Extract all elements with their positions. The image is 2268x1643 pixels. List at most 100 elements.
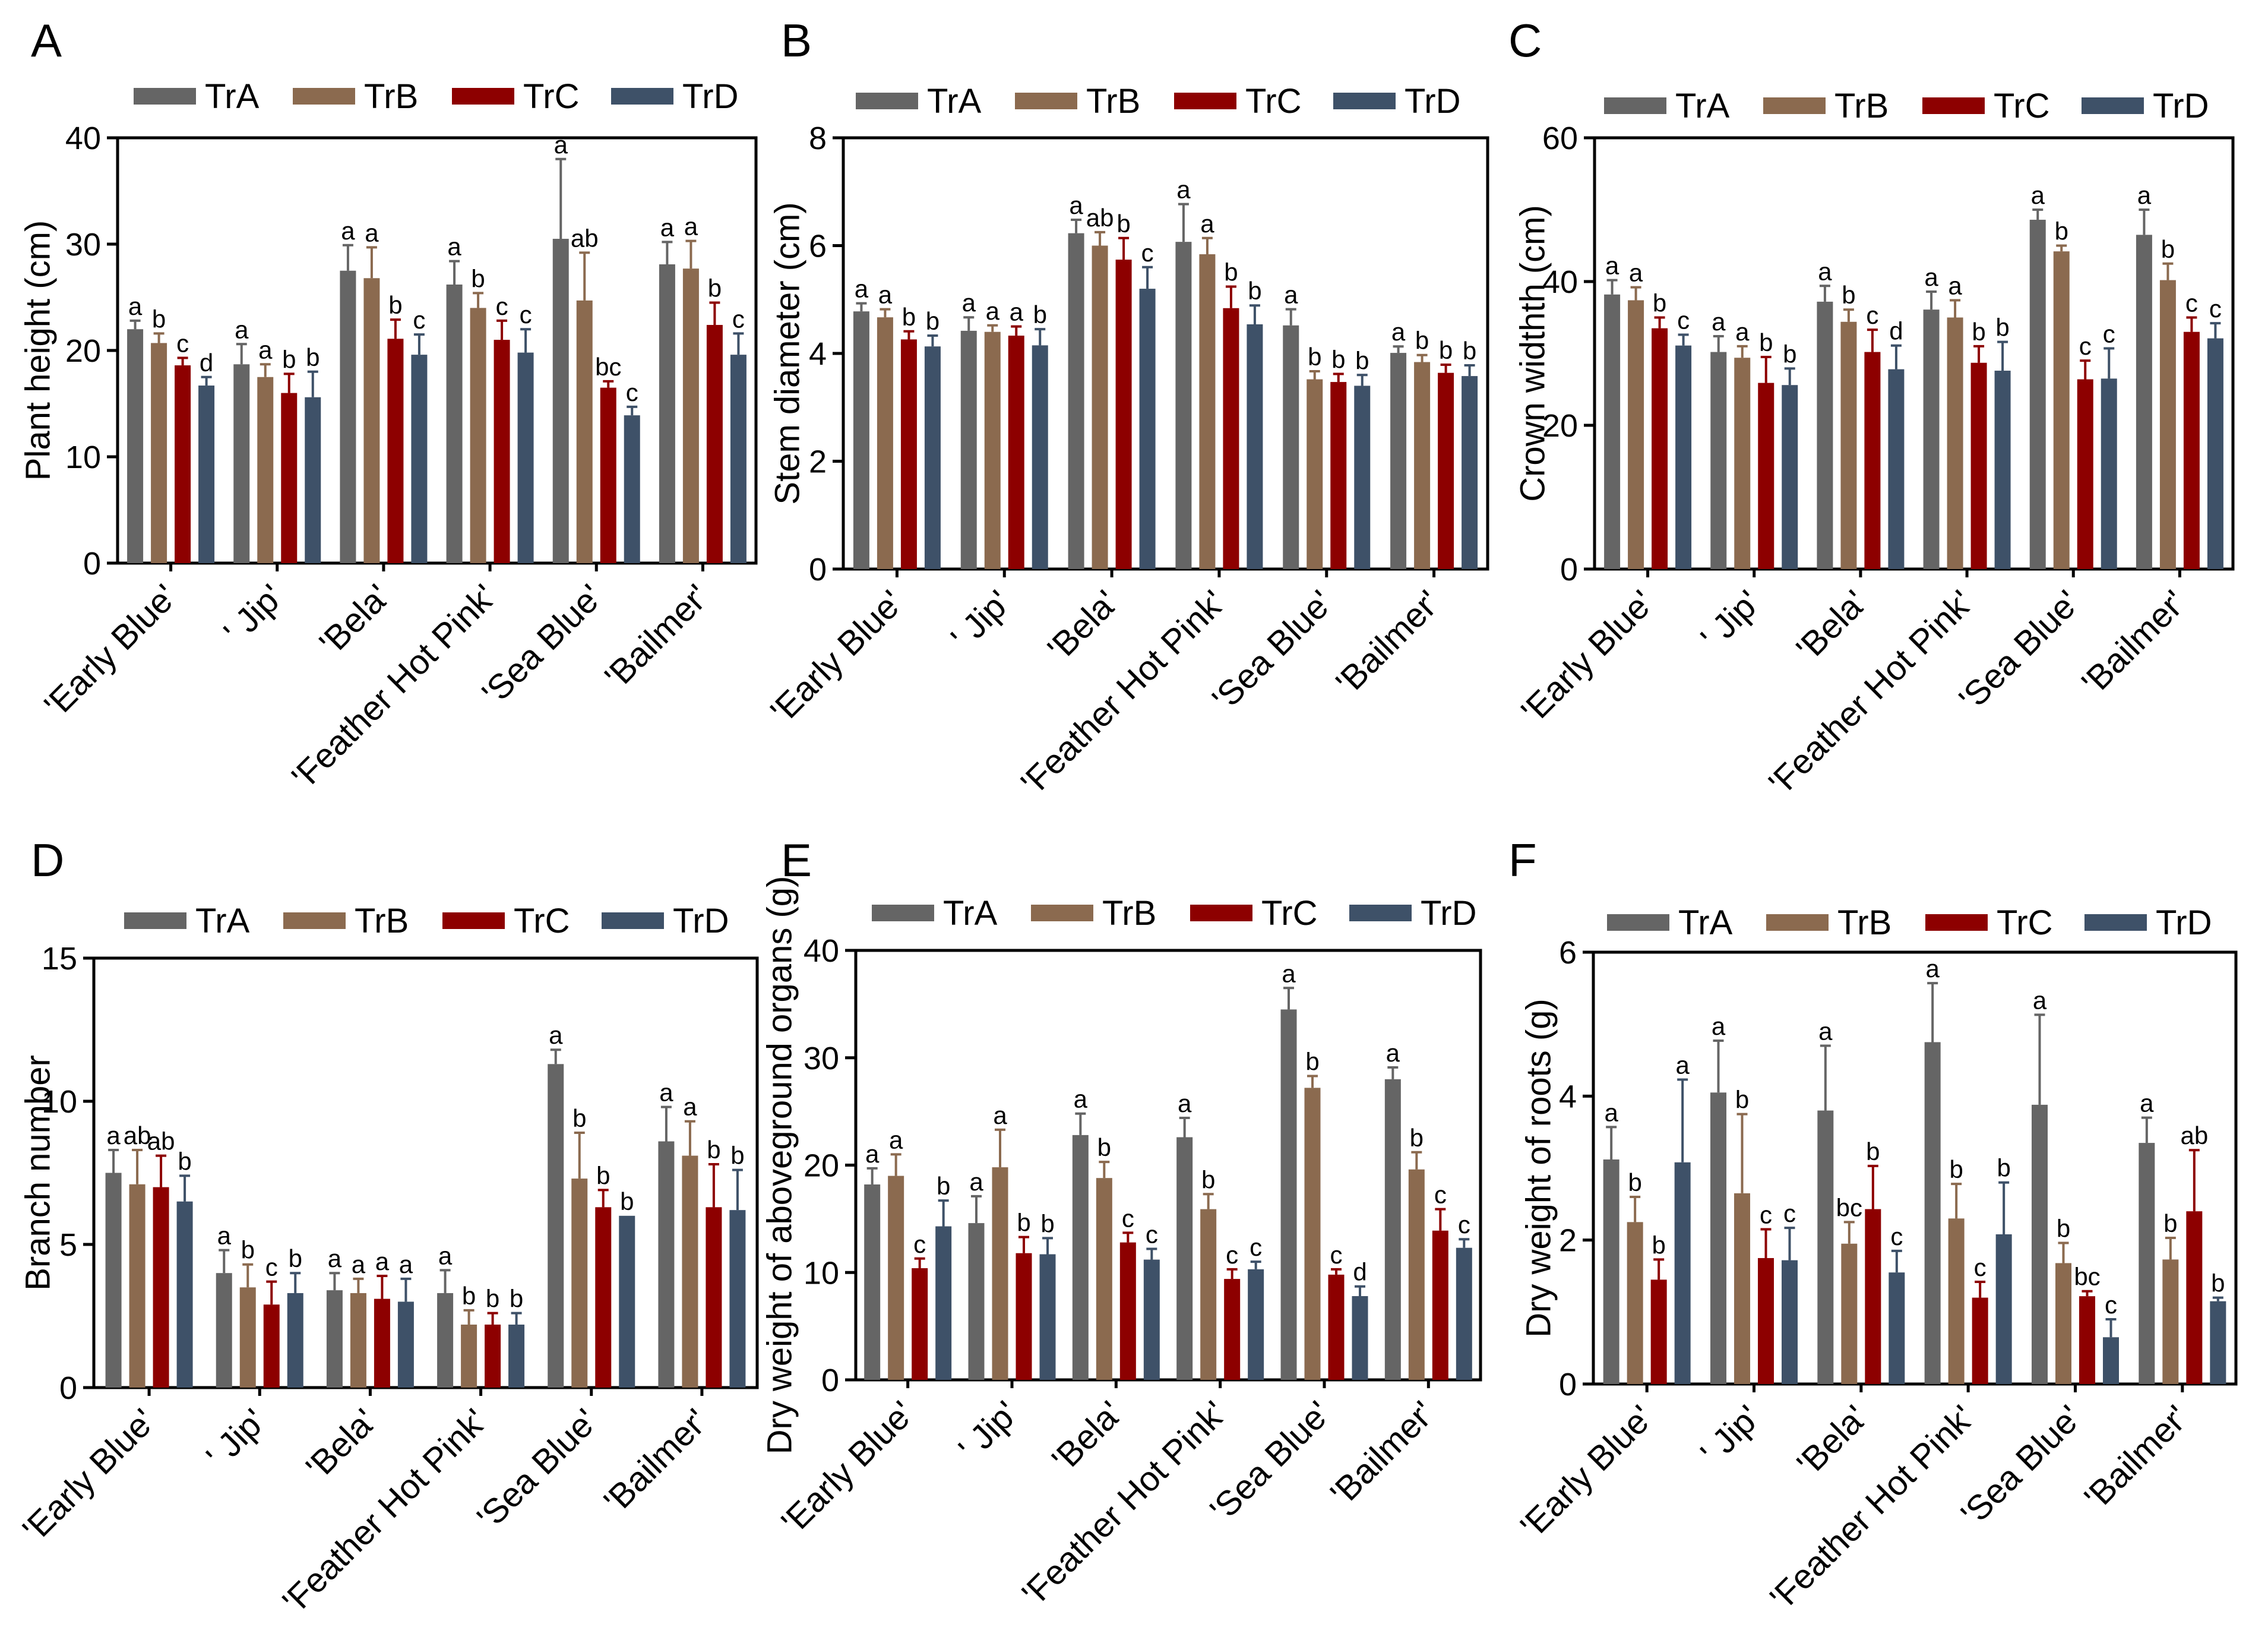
x-category-label: 'Feather Hot Pink' <box>275 1401 494 1620</box>
x-category-label: 'Early Blue' <box>1513 1398 1661 1546</box>
significance-letter: b <box>1995 314 2009 342</box>
y-tick-label: 40 <box>804 933 839 969</box>
bar-TrD <box>2207 338 2223 569</box>
significance-letter: a <box>438 1241 453 1269</box>
bar-TrA <box>326 1290 343 1388</box>
significance-letter: c <box>265 1253 278 1281</box>
x-category-label: 'Bailmer' <box>1328 583 1448 702</box>
significance-letter: b <box>2161 235 2175 263</box>
significance-letter: a <box>889 1126 903 1154</box>
significance-letter: a <box>1178 1089 1192 1117</box>
bar-TrB <box>877 317 893 569</box>
bar-TrB <box>1734 358 1751 569</box>
significance-letter: ab <box>571 224 599 252</box>
significance-letter: a <box>1176 176 1191 204</box>
legend-label: TrA <box>943 894 998 933</box>
significance-letter: c <box>1974 1253 1987 1281</box>
bar-TrB <box>129 1184 145 1388</box>
significance-letter: b <box>486 1285 499 1313</box>
significance-letter: a <box>365 219 379 247</box>
bar-TrD <box>2210 1301 2226 1384</box>
bar-TrB <box>257 377 274 563</box>
bar-TrB <box>571 1178 588 1388</box>
bar-TrA <box>1710 352 1727 569</box>
bar-TrA <box>1923 309 1940 569</box>
bar-TrD <box>619 1215 635 1388</box>
bar-TrD <box>1782 1260 1798 1384</box>
bar-TrC <box>1865 1209 1881 1384</box>
bar-TrB <box>2055 1263 2071 1384</box>
bar-TrD <box>1354 386 1371 569</box>
bar-TrC <box>1119 1242 1136 1380</box>
bar-TrD <box>1462 376 1478 569</box>
bar-TrA <box>1176 1137 1193 1380</box>
bar-TrD <box>1247 324 1263 569</box>
x-category-label: ' Jip' <box>951 1394 1026 1468</box>
legend-label: TrC <box>523 77 579 116</box>
bar-TrB <box>1307 379 1323 569</box>
bar-TrC <box>900 339 917 569</box>
bar-TrC <box>600 387 616 563</box>
legend-swatch <box>283 912 346 929</box>
x-category-label: 'Feather Hot Pink' <box>1014 1394 1233 1613</box>
bar-TrD <box>1248 1269 1264 1380</box>
panel-letter: F <box>1508 834 1537 886</box>
axes-frame <box>1592 950 2238 1386</box>
significance-letter: c <box>520 301 532 328</box>
axes-frame <box>92 956 759 1389</box>
significance-letter: b <box>2163 1209 2177 1237</box>
y-axis-label: Dry weight of roots (g) <box>1519 999 1558 1338</box>
y-tick-label: 20 <box>65 333 101 369</box>
bar-TrC <box>494 340 510 563</box>
bar-TrA <box>1604 294 1621 569</box>
y-tick-label: 5 <box>59 1227 77 1263</box>
y-tick-label: 6 <box>1559 935 1577 971</box>
bar-TrA <box>446 285 463 563</box>
bar-TrA <box>1817 301 1833 569</box>
significance-letter: a <box>128 292 143 320</box>
significance-letter: c <box>2079 332 2092 360</box>
significance-letter: c <box>2209 295 2222 323</box>
significance-letter: c <box>1122 1204 1134 1232</box>
legend-label: TrC <box>1245 82 1301 121</box>
x-category-label: 'Bela' <box>299 1401 384 1487</box>
x-category-label: 'Early Blue' <box>763 583 911 731</box>
y-tick-label: 6 <box>809 229 827 264</box>
bar-TrB <box>1947 317 1963 569</box>
bar-TrD <box>935 1226 952 1380</box>
significance-letter: bc <box>595 353 621 381</box>
bar-TrA <box>2136 235 2152 570</box>
bar-TrA <box>658 1141 675 1388</box>
bar-TrB <box>1948 1218 1965 1384</box>
x-category-label: ' Jip' <box>944 583 1018 657</box>
legend-label: TrD <box>1405 82 1460 121</box>
legend-swatch <box>1925 914 1988 931</box>
significance-letter: b <box>1866 1138 1880 1165</box>
bar-TrA <box>1068 233 1084 569</box>
y-axis-label: Stem diameter (cm) <box>768 202 806 504</box>
x-category-label: ' Jip' <box>216 577 290 651</box>
significance-letter: b <box>1463 337 1476 365</box>
significance-letter: a <box>659 1079 673 1107</box>
y-tick-label: 15 <box>42 941 77 977</box>
bar-TrD <box>2103 1337 2119 1384</box>
legend-label: TrC <box>514 902 570 940</box>
bar-TrD <box>730 355 746 563</box>
significance-letter: b <box>462 1282 476 1310</box>
significance-letter: a <box>993 1101 1007 1129</box>
x-category-label: ' Jip' <box>1693 1398 1767 1472</box>
significance-letter: b <box>1017 1209 1030 1237</box>
significance-letter: a <box>549 1021 563 1049</box>
significance-letter: a <box>2031 181 2045 209</box>
significance-letter: b <box>1415 327 1429 355</box>
significance-letter: b <box>620 1187 634 1215</box>
significance-letter: b <box>1331 345 1345 373</box>
x-category-label: ' Jip' <box>199 1401 273 1475</box>
bar-TrD <box>1039 1254 1056 1380</box>
legend: TrA TrB TrC TrD <box>872 894 1476 933</box>
significance-letter: c <box>1434 1181 1447 1209</box>
